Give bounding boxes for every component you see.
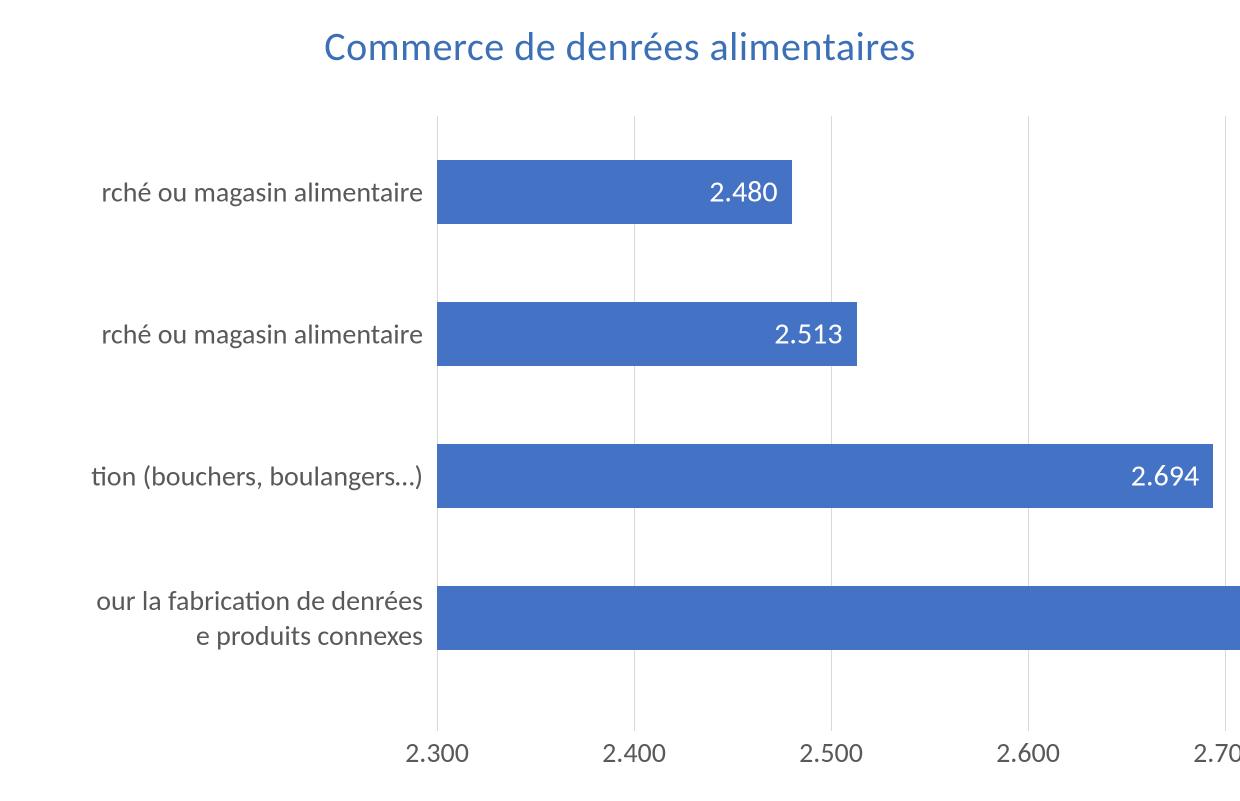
x-tick-label: 2.400 [602,735,666,770]
bar: 2.513 [437,302,857,366]
bar: 2.480 [437,160,792,224]
category-label: tion (bouchers, boulangers…) [0,459,437,494]
category-label: rché ou magasin alimentaire [0,317,437,352]
bar [437,586,1240,650]
x-tick-label: 2.300 [405,735,469,770]
bar-row: rché ou magasin alimentaire 2.480 [0,160,1240,224]
chart-container: Commerce de denrées alimentaires rché ou… [0,0,1240,801]
x-axis: 2.300 2.400 2.500 2.600 2.700 [0,735,1240,775]
bar-row: tion (bouchers, boulangers…) 2.694 [0,444,1240,508]
plot-area: rché ou magasin alimentaire2.480rché ou … [0,116,1240,731]
bar-row: rché ou magasin alimentaire 2.513 [0,302,1240,366]
bar-row: our la fabrication de denrées e produits… [0,586,1240,650]
x-tick-label: 2.700 [1193,735,1240,770]
bar-value-label: 2.694 [1131,458,1199,495]
x-tick-label: 2.600 [996,735,1060,770]
bar-value-label: 2.480 [709,174,777,211]
chart-title: Commerce de denrées alimentaires [0,0,1240,81]
bar: 2.694 [437,444,1213,508]
x-tick-label: 2.500 [799,735,863,770]
category-label: rché ou magasin alimentaire [0,175,437,210]
bar-value-label: 2.513 [774,316,842,353]
category-label: our la fabrication de denrées e produits… [0,583,437,653]
